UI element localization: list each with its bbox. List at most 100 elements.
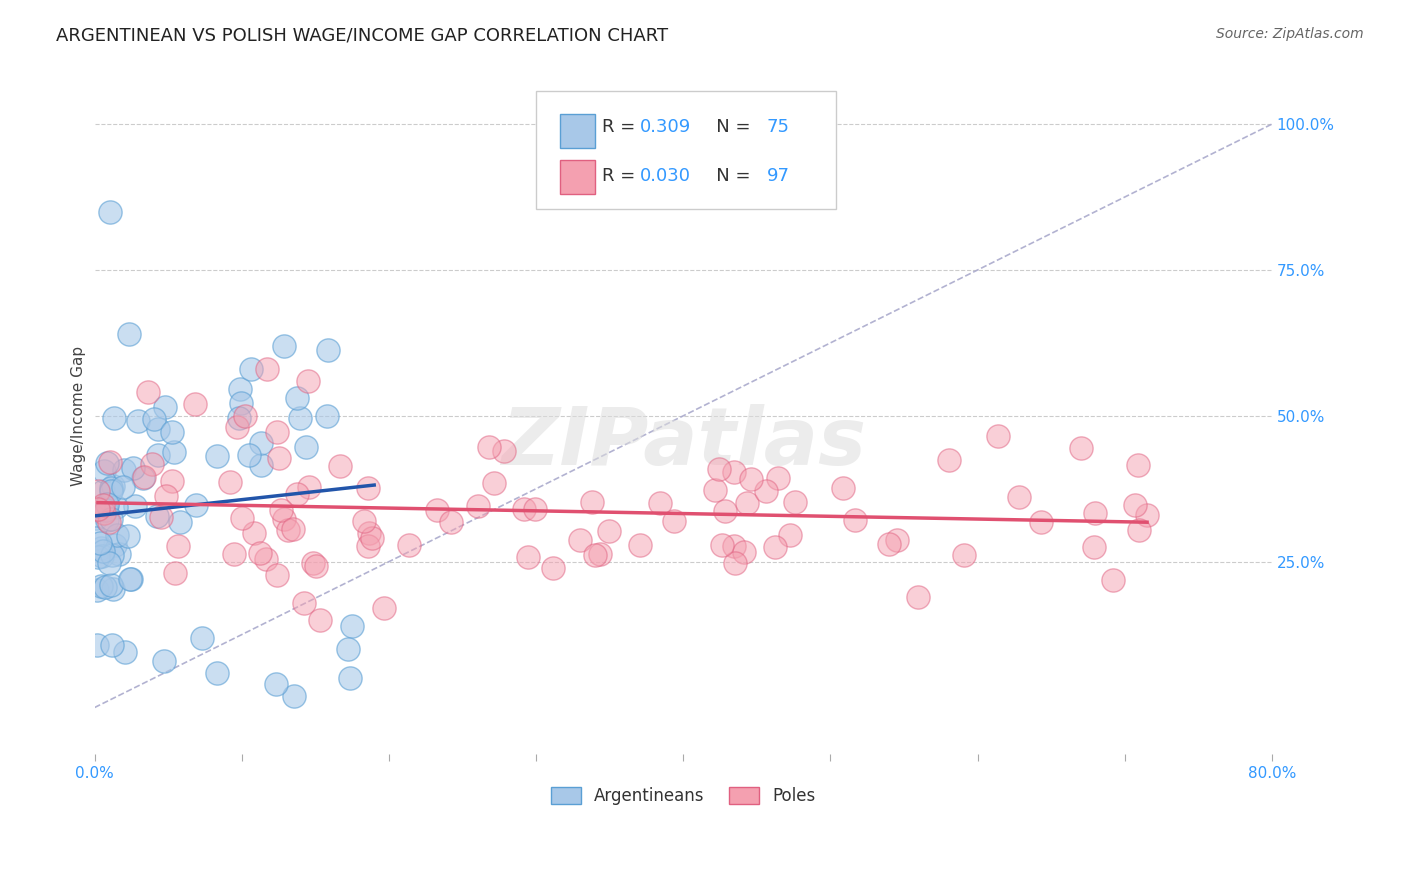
Point [84, 531, 107, 545]
Point [292, 595, 315, 609]
Point [724, 556, 747, 570]
Point [266, 425, 288, 439]
Point [87, 502, 110, 516]
Point [285, 486, 308, 500]
Point [86, 583, 108, 598]
Point [1128, 523, 1150, 537]
Bar [560, 114, 595, 148]
Point [952, 549, 974, 563]
Point [97, 556, 120, 570]
Point [517, 549, 540, 564]
Point [205, 449, 228, 463]
Point [523, 501, 546, 516]
Text: Source: ZipAtlas.com: Source: ZipAtlas.com [1216, 27, 1364, 41]
Point [737, 496, 759, 510]
Point [581, 494, 603, 508]
Point [117, 327, 139, 342]
Point [146, 508, 169, 523]
Point [337, 642, 360, 657]
Text: N =: N = [699, 118, 756, 136]
Point [301, 556, 323, 570]
Point [96, 456, 118, 470]
Point [162, 425, 184, 439]
Point [467, 499, 489, 513]
Point [285, 391, 308, 405]
Point [273, 512, 295, 526]
Point [664, 514, 686, 528]
Point [184, 397, 207, 411]
Point [254, 551, 277, 566]
Point [1031, 515, 1053, 529]
Point [316, 343, 339, 358]
Point [256, 362, 278, 376]
Point [763, 540, 786, 554]
Point [723, 539, 745, 553]
Point [108, 547, 131, 561]
Point [87, 483, 110, 498]
Point [568, 533, 591, 547]
Point [91, 498, 114, 512]
Point [86, 638, 108, 652]
Point [93, 580, 115, 594]
Point [120, 572, 142, 586]
Point [86, 511, 108, 525]
Point [239, 362, 262, 376]
Point [356, 539, 378, 553]
Text: ZIPatlas: ZIPatlas [501, 404, 866, 482]
Point [270, 503, 292, 517]
Point [100, 481, 122, 495]
Point [225, 420, 247, 434]
Point [277, 523, 299, 537]
Text: N =: N = [699, 167, 756, 185]
Point [439, 515, 461, 529]
Point [132, 471, 155, 485]
Point [93, 464, 115, 478]
Point [733, 545, 755, 559]
Point [163, 566, 186, 580]
Point [398, 538, 420, 552]
Point [90, 549, 112, 564]
Point [779, 528, 801, 542]
Point [166, 540, 188, 554]
Point [249, 545, 271, 559]
Point [844, 513, 866, 527]
Point [104, 500, 127, 514]
Point [101, 479, 124, 493]
Point [1128, 458, 1150, 473]
Point [96, 498, 118, 512]
Point [353, 514, 375, 528]
Point [136, 385, 159, 400]
Point [305, 559, 328, 574]
Point [90, 541, 112, 555]
Text: R =: R = [602, 118, 641, 136]
Text: 0.030: 0.030 [640, 167, 690, 185]
Text: R =: R = [602, 167, 641, 185]
Point [101, 582, 124, 596]
Point [150, 510, 173, 524]
Point [191, 631, 214, 645]
Point [104, 538, 127, 552]
Point [309, 613, 332, 627]
Point [111, 480, 134, 494]
Point [114, 645, 136, 659]
Point [938, 452, 960, 467]
Point [297, 374, 319, 388]
Point [273, 339, 295, 353]
Point [907, 590, 929, 604]
Text: 0.309: 0.309 [640, 118, 690, 136]
Point [163, 445, 186, 459]
Point [329, 458, 352, 473]
Point [1102, 573, 1125, 587]
Point [100, 549, 122, 563]
Point [231, 395, 253, 409]
Point [89, 535, 111, 549]
Point [250, 458, 273, 472]
Point [205, 665, 228, 680]
Point [710, 539, 733, 553]
FancyBboxPatch shape [536, 91, 837, 210]
Point [155, 489, 177, 503]
Point [877, 537, 900, 551]
Point [101, 639, 124, 653]
Point [1007, 490, 1029, 504]
Point [100, 578, 122, 592]
